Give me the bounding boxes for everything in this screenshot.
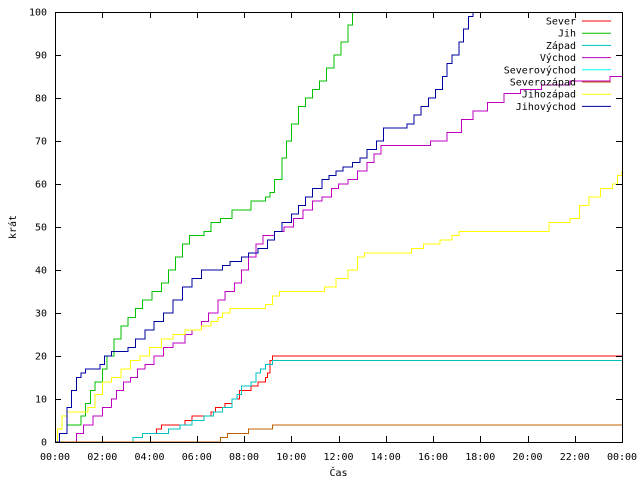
- x-tick-label: 18:00: [465, 452, 495, 463]
- legend-label: Sever: [546, 17, 576, 28]
- legend-label: Jih: [558, 29, 576, 40]
- legend: SeverJihZápadVýchodSeverovýchodSeverozáp…: [504, 17, 611, 113]
- x-tick-label: 08:00: [229, 452, 259, 463]
- y-tick-label: 100: [29, 8, 47, 19]
- series-line-5: [55, 424, 622, 443]
- x-tick-label: 02:00: [87, 452, 117, 463]
- x-tick-label: 16:00: [418, 452, 448, 463]
- legend-label: Východ: [540, 52, 576, 64]
- legend-label: Severovýchod: [504, 64, 576, 76]
- y-tick-label: 40: [35, 266, 47, 277]
- y-tick-label: 20: [35, 352, 47, 363]
- legend-label: Jihovýchod: [516, 101, 576, 113]
- tick-label-layer: 0 10 20 30 40 50 60 70 80 90 100 00:00 02:00 04:00 06:…: [29, 8, 637, 464]
- x-tick-label: 04:00: [134, 452, 164, 463]
- legend-label: Severozápad: [510, 77, 576, 89]
- y-tick-label: 70: [35, 137, 47, 148]
- x-tick-label: 00:00: [607, 452, 637, 463]
- tick-layer: [55, 12, 623, 443]
- y-tick-label: 80: [35, 94, 47, 105]
- y-tick-label: 0: [41, 438, 47, 449]
- series-line-6: [55, 171, 623, 443]
- x-axis-label: Čas: [329, 466, 347, 479]
- x-tick-label: 12:00: [323, 452, 353, 463]
- x-tick-label: 10:00: [276, 452, 306, 463]
- x-tick-label: 20:00: [512, 452, 542, 463]
- y-tick-label: 10: [35, 395, 47, 406]
- series-line-3: [55, 76, 622, 443]
- y-tick-label: 30: [35, 309, 47, 320]
- x-tick-label: 14:00: [371, 452, 401, 463]
- series-layer: [55, 12, 623, 443]
- y-axis-label: krát: [7, 215, 19, 239]
- series-line-7: [55, 12, 474, 443]
- x-tick-label: 22:00: [560, 452, 590, 463]
- y-tick-label: 90: [35, 51, 47, 62]
- series-line-2: [55, 359, 622, 443]
- y-tick-label: 60: [35, 180, 47, 191]
- series-line-1: [55, 12, 354, 443]
- legend-label: Jihozápad: [522, 89, 576, 101]
- y-tick-label: 50: [35, 223, 47, 234]
- x-tick-label: 06:00: [182, 452, 212, 463]
- legend-label: Západ: [546, 40, 576, 52]
- x-tick-label: 00:00: [40, 452, 70, 463]
